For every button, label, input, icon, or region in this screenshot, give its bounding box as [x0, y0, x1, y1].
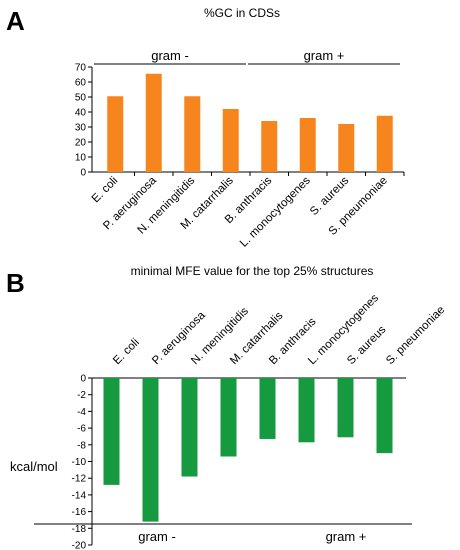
- panel-a-category-label: E. coli: [90, 175, 121, 206]
- panel-b-bar: [142, 378, 159, 522]
- panel-a-y-tick-label: 50: [75, 93, 87, 104]
- panel-b-bar: [337, 378, 354, 438]
- panel-b-letter: B: [6, 268, 25, 298]
- panel-b-y-tick-label: -20: [72, 541, 87, 550]
- panel-b-category-label: S. pneumoniae: [384, 304, 447, 367]
- panel-a-bar: [338, 124, 355, 172]
- panel-a-bar: [261, 121, 278, 172]
- panel-a-title: %GC in CDSs: [204, 6, 280, 20]
- panel-b-category-label: E. coli: [111, 336, 142, 367]
- panel-b-y-tick-label: -12: [72, 474, 87, 485]
- panel-a-y-tick-label: 10: [75, 153, 87, 164]
- panel-a-letter: A: [6, 6, 25, 36]
- panel-b-category-label: S. aureus: [345, 324, 388, 367]
- panel-b-y-tick-label: -16: [72, 507, 87, 518]
- panel-a-bar: [184, 96, 201, 172]
- panel-a-y-tick-label: 40: [75, 108, 87, 119]
- panel-b-y-tick-label: 0: [80, 374, 86, 385]
- panel-b-bar: [220, 378, 237, 457]
- panel-a-group-label: gram -: [151, 48, 189, 63]
- panel-b-y-tick-label: -6: [77, 424, 86, 435]
- panel-b-bar: [103, 378, 120, 485]
- panel-a-bar: [376, 115, 393, 172]
- panel-a-y-tick-label: 30: [75, 123, 87, 134]
- panel-b-bar: [298, 378, 315, 443]
- panel-b-y-tick-label: -18: [72, 524, 87, 535]
- panel-a-category-label: L. monocytogenes: [238, 174, 313, 249]
- panel-b-chart: B minimal MFE value for the top 25% stru…: [6, 264, 447, 550]
- panel-b-group-label: gram -: [138, 529, 176, 544]
- panel-b-y-tick-label: -8: [77, 440, 86, 451]
- panel-b-y-axis-label: kcal/mol: [10, 459, 58, 474]
- panel-a-y-tick-label: 60: [75, 78, 87, 89]
- panel-b-y-tick-label: -10: [72, 457, 87, 468]
- panel-a-bar: [222, 109, 239, 172]
- panel-a-bar: [107, 96, 124, 172]
- panel-b-bar: [376, 378, 393, 454]
- panel-a-bar: [145, 73, 162, 172]
- panel-a-group-label: gram +: [304, 48, 345, 63]
- panel-a-bar: [299, 118, 316, 172]
- panel-b-y-tick-label: -14: [72, 490, 87, 501]
- panel-b-bar: [181, 378, 198, 477]
- panel-b-bar: [259, 378, 276, 439]
- panel-b-y-tick-label: -2: [77, 390, 86, 401]
- panel-b-title: minimal MFE value for the top 25% struct…: [131, 264, 374, 278]
- panel-b-category-label: L. monocytogenes: [306, 292, 381, 367]
- panel-b-group-label: gram +: [326, 529, 367, 544]
- panel-a-y-tick-label: 0: [80, 168, 86, 179]
- panel-b-y-tick-label: -4: [77, 407, 86, 418]
- panel-a-y-tick-label: 70: [75, 63, 87, 74]
- panel-a-y-tick-label: 20: [75, 138, 87, 149]
